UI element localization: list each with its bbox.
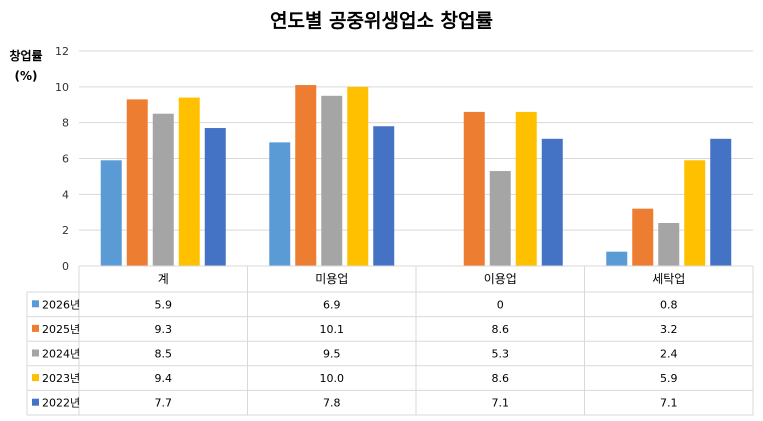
y-tick-label: 2 bbox=[62, 224, 69, 237]
legend-key-2026년 bbox=[32, 300, 39, 308]
data-label: 5.3 bbox=[492, 348, 510, 361]
bar-2024년-이용업 bbox=[489, 171, 511, 266]
bar-2023년-이용업 bbox=[515, 111, 537, 267]
bar-2026년-계 bbox=[100, 160, 122, 266]
legend-label: 2024년 bbox=[42, 348, 80, 361]
category-label: 세탁업 bbox=[652, 272, 685, 286]
legend-label: 2025년 bbox=[42, 323, 80, 336]
legend-label: 2026년 bbox=[42, 298, 80, 311]
legend-key-2022년 bbox=[32, 398, 39, 406]
bar-2023년-미용업 bbox=[347, 86, 369, 266]
y-axis-label: 창업률 (%) bbox=[2, 46, 50, 86]
bar-2025년-미용업 bbox=[295, 85, 317, 267]
bar-2024년-계 bbox=[152, 113, 174, 266]
y-tick-label: 6 bbox=[62, 153, 69, 166]
data-label: 8.5 bbox=[155, 348, 173, 361]
bar-2026년-미용업 bbox=[269, 142, 291, 266]
data-label: 2.4 bbox=[660, 348, 678, 361]
bar-2022년-미용업 bbox=[373, 126, 395, 266]
y-axis-label-line1: 창업률 bbox=[9, 49, 43, 63]
bar-2022년-계 bbox=[204, 128, 226, 266]
bar-2022년-이용업 bbox=[541, 138, 563, 266]
data-label: 5.9 bbox=[660, 372, 678, 385]
data-label: 0.8 bbox=[660, 298, 678, 311]
data-label: 7.1 bbox=[492, 397, 510, 410]
bar-2024년-세탁업 bbox=[658, 223, 680, 266]
bar-2025년-세탁업 bbox=[632, 208, 654, 266]
data-label: 7.1 bbox=[660, 397, 678, 410]
data-label: 5.9 bbox=[155, 298, 173, 311]
category-label: 이용업 bbox=[484, 272, 517, 286]
y-tick-label: 4 bbox=[62, 188, 69, 201]
bar-2023년-계 bbox=[178, 97, 200, 266]
y-tick-label: 0 bbox=[62, 260, 69, 273]
y-tick-label: 10 bbox=[55, 81, 69, 94]
legend-label: 2022년 bbox=[42, 397, 80, 410]
category-label: 계 bbox=[158, 272, 169, 286]
bar-2023년-세탁업 bbox=[684, 160, 706, 266]
y-axis-label-line2: (%) bbox=[14, 69, 38, 83]
data-label: 7.8 bbox=[323, 397, 341, 410]
data-label: 8.6 bbox=[492, 372, 510, 385]
data-label: 10.1 bbox=[320, 323, 345, 336]
data-label: 10.0 bbox=[320, 372, 345, 385]
data-label: 9.3 bbox=[155, 323, 173, 336]
bar-2024년-미용업 bbox=[321, 95, 343, 267]
bar-2025년-이용업 bbox=[463, 111, 485, 267]
y-tick-label: 12 bbox=[55, 45, 69, 58]
data-label: 9.5 bbox=[323, 348, 341, 361]
legend-label: 2023년 bbox=[42, 372, 80, 385]
legend-key-2023년 bbox=[32, 374, 39, 382]
legend-key-2025년 bbox=[32, 324, 39, 332]
y-tick-label: 8 bbox=[62, 117, 69, 130]
data-label: 7.7 bbox=[155, 397, 173, 410]
data-label: 9.4 bbox=[155, 372, 173, 385]
chart-title: 연도별 공중위생업소 창업률 bbox=[270, 10, 493, 32]
legend-key-2024년 bbox=[32, 349, 39, 357]
data-label: 0 bbox=[497, 298, 504, 311]
category-label: 미용업 bbox=[315, 272, 348, 286]
bar-2025년-계 bbox=[126, 99, 148, 266]
data-label: 3.2 bbox=[660, 323, 678, 336]
data-label: 6.9 bbox=[323, 298, 341, 311]
bar-2026년-세탁업 bbox=[606, 251, 628, 266]
bar-2022년-세탁업 bbox=[710, 138, 732, 266]
data-label: 8.6 bbox=[492, 323, 510, 336]
